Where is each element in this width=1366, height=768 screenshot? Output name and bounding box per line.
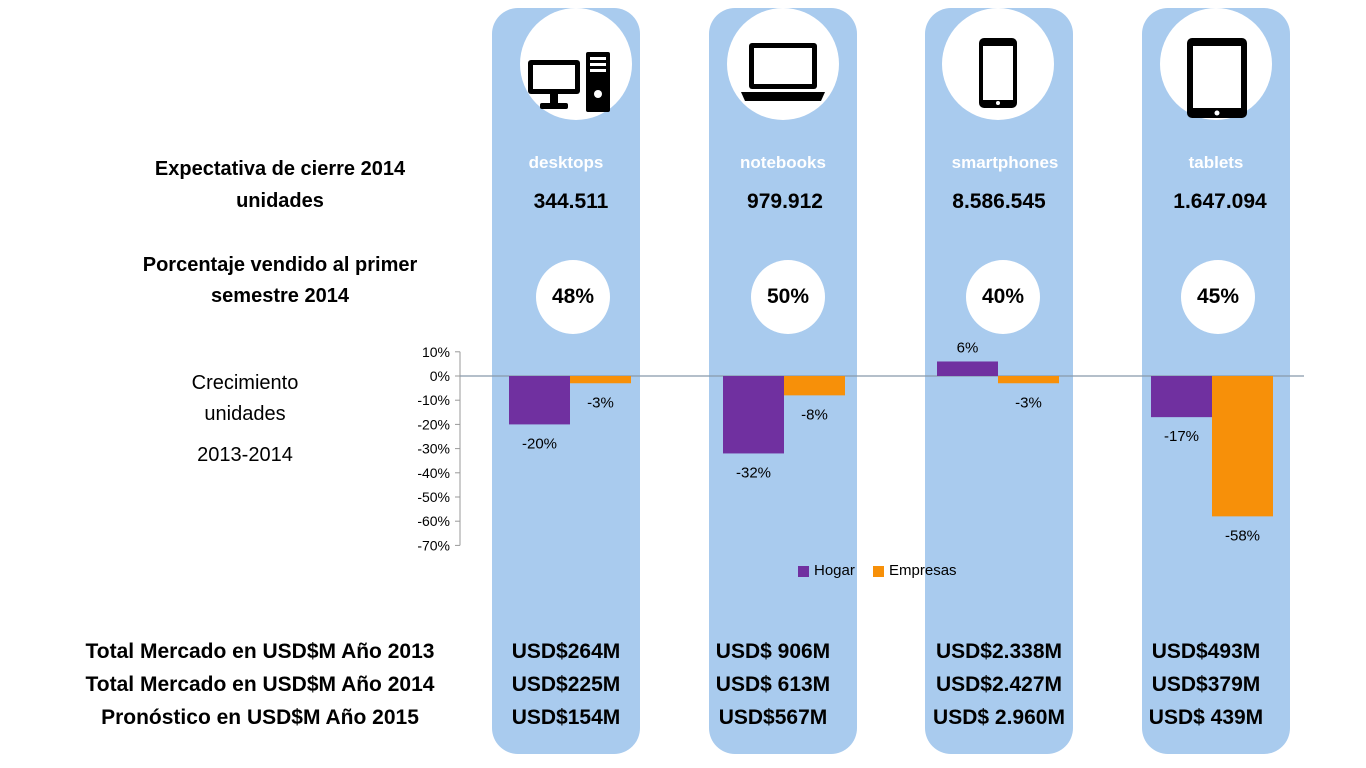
usd2013-smartphones: USD$2.338M [935, 640, 1063, 663]
bar-hogar-desktops [509, 376, 570, 425]
pct-badge-notebooks: 50% [751, 260, 825, 334]
units-tablets: 1.647.094 [1173, 190, 1267, 213]
y-tick-label: 10% [422, 344, 450, 360]
smartphone-icon [942, 8, 1054, 120]
usd2013-desktops: USD$264M [511, 640, 621, 663]
chart-legend: Hogar Empresas [798, 562, 971, 579]
usd2014-tablets: USD$379M [1151, 673, 1261, 696]
data-label-hogar-tablets: -17% [1164, 428, 1199, 445]
category-label-tablets: tablets [1188, 153, 1244, 172]
y-tick-label: 0% [430, 368, 450, 384]
legend-swatch-hogar [798, 565, 809, 577]
bar-hogar-tablets [1151, 376, 1212, 418]
units-desktops: 344.511 [533, 190, 609, 213]
category-label-desktops: desktops [528, 153, 604, 172]
row-label-porcentaje-2: semestre 2014 [211, 285, 349, 307]
usd2014-smartphones: USD$2.427M [935, 673, 1063, 696]
bar-hogar-notebooks [723, 376, 784, 454]
y-tick-label: -60% [417, 513, 450, 529]
units-smartphones: 8.586.545 [952, 190, 1046, 213]
usd2014-desktops: USD$225M [511, 673, 621, 696]
pct-badge-desktops: 48% [536, 260, 610, 334]
legend-label-hogar: Hogar [814, 562, 855, 579]
usd2015-notebooks: USD$567M [718, 706, 828, 729]
pct-badge-smartphones: 40% [966, 260, 1040, 334]
data-label-hogar-notebooks: -32% [736, 464, 771, 481]
y-tick-label: -70% [417, 537, 450, 553]
data-label-empresas-smartphones: -3% [1015, 394, 1042, 411]
units-notebooks: 979.912 [747, 190, 823, 213]
row-label-expectativa-2: unidades [236, 190, 324, 212]
legend-item-empresas: Empresas [873, 562, 957, 579]
legend-label-empresas: Empresas [889, 562, 957, 579]
data-label-hogar-desktops: -20% [522, 435, 557, 452]
usd2014-notebooks: USD$ 613M [715, 673, 831, 696]
growth-label-2: unidades [204, 403, 286, 425]
bar-empresas-smartphones [998, 376, 1059, 384]
growth-label-1: Crecimiento [191, 372, 299, 394]
bar-empresas-notebooks [784, 376, 845, 396]
data-label-hogar-smartphones: 6% [957, 339, 979, 356]
y-tick-label: -20% [417, 416, 450, 432]
legend-item-hogar: Hogar [798, 562, 855, 579]
row-label-usd2014: Total Mercado en USD$M Año 2014 [85, 673, 435, 696]
category-label-smartphones: smartphones [951, 153, 1059, 172]
usd2013-tablets: USD$493M [1151, 640, 1261, 663]
bar-hogar-smartphones [937, 361, 998, 376]
tablet-icon [1160, 8, 1272, 120]
y-tick-label: -10% [417, 392, 450, 408]
bar-empresas-desktops [570, 376, 631, 384]
y-tick-label: -30% [417, 441, 450, 457]
row-label-porcentaje-1: Porcentaje vendido al primer [142, 254, 418, 276]
data-label-empresas-desktops: -3% [587, 394, 614, 411]
laptop-icon [727, 8, 839, 120]
legend-swatch-empresas [873, 565, 885, 577]
row-label-usd2013: Total Mercado en USD$M Año 2013 [85, 640, 435, 663]
y-tick-label: -50% [417, 489, 450, 505]
usd2015-desktops: USD$154M [511, 706, 621, 729]
y-tick-label: -40% [417, 465, 450, 481]
desktop-computer-icon [520, 8, 632, 120]
category-label-notebooks: notebooks [740, 153, 826, 172]
growth-label-3: 2013-2014 [197, 444, 293, 466]
usd2015-tablets: USD$ 439M [1148, 706, 1264, 729]
row-label-expectativa-1: Expectativa de cierre 2014 [154, 158, 406, 180]
pct-badge-tablets: 45% [1181, 260, 1255, 334]
usd2013-notebooks: USD$ 906M [715, 640, 831, 663]
row-label-usd2015: Pronóstico en USD$M Año 2015 [101, 706, 419, 729]
bar-empresas-tablets [1212, 376, 1273, 517]
usd2015-smartphones: USD$ 2.960M [933, 706, 1065, 729]
data-label-empresas-notebooks: -8% [801, 406, 828, 423]
data-label-empresas-tablets: -58% [1225, 527, 1260, 544]
